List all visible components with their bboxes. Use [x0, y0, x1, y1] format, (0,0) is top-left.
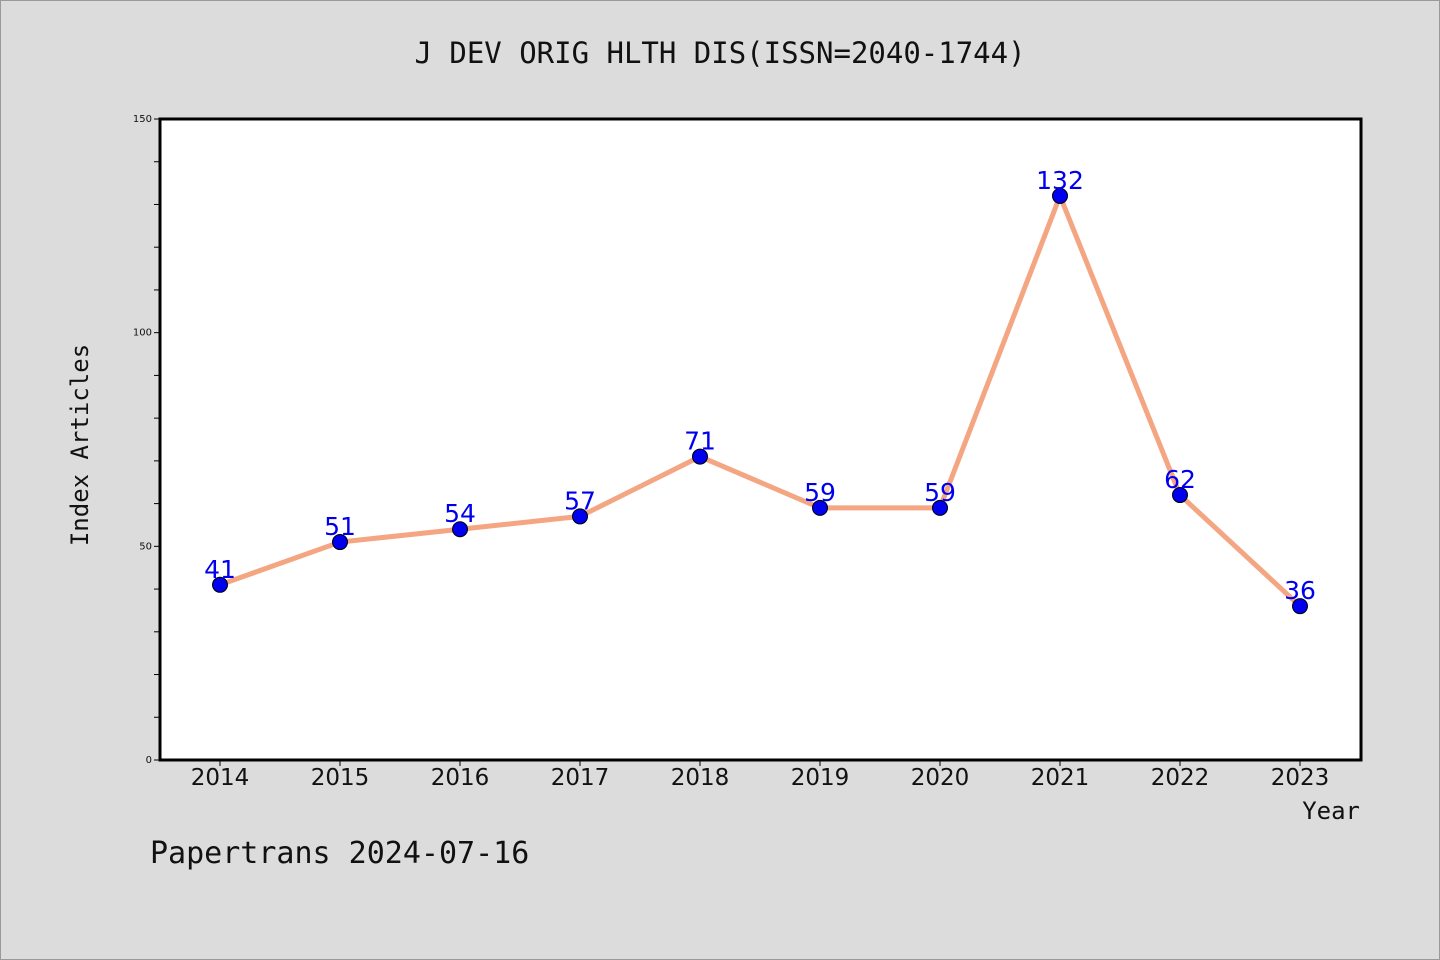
data-point	[212, 576, 228, 593]
data-label: 59	[804, 478, 836, 507]
x-tick-label: 2020	[911, 765, 970, 791]
data-label: 51	[324, 512, 356, 541]
data-point	[1292, 598, 1308, 615]
data-label: 57	[564, 486, 596, 515]
data-label: 41	[204, 555, 236, 584]
x-tick-label: 2019	[791, 765, 850, 791]
x-tick-label: 2015	[311, 765, 370, 791]
data-point	[572, 508, 588, 525]
x-tick-label: 2016	[431, 765, 490, 791]
data-point	[812, 499, 828, 516]
series-line	[219, 193, 1302, 608]
data-label: 36	[1284, 576, 1316, 605]
data-point	[1172, 487, 1188, 504]
data-label: 132	[1036, 166, 1084, 195]
chart-title: J DEV ORIG HLTH DIS(ISSN=2040-1744)	[414, 36, 1026, 70]
x-axis-label: Year	[1302, 797, 1360, 825]
data-label: 59	[924, 478, 956, 507]
data-point	[332, 534, 348, 551]
data-label: 62	[1164, 465, 1196, 494]
footer-credit: Papertrans 2024-07-16	[150, 836, 530, 871]
x-tick-label: 2017	[551, 765, 610, 791]
data-point	[692, 448, 708, 465]
data-point	[932, 499, 948, 516]
y-tick-label: 100	[133, 328, 152, 339]
x-tick-label: 2014	[191, 765, 250, 791]
x-tick-label: 2018	[671, 765, 730, 791]
data-label: 71	[684, 427, 716, 456]
x-tick-label: 2021	[1031, 765, 1090, 791]
x-tick-label: 2022	[1151, 765, 1210, 791]
x-tick-label: 2023	[1271, 765, 1330, 791]
y-tick-label: 50	[139, 541, 152, 552]
plot-area	[158, 117, 1363, 762]
y-tick-label: 0	[146, 755, 152, 766]
data-label: 54	[444, 499, 476, 528]
data-point	[452, 521, 468, 538]
y-tick-label: 150	[133, 114, 152, 125]
data-point	[1052, 187, 1068, 204]
